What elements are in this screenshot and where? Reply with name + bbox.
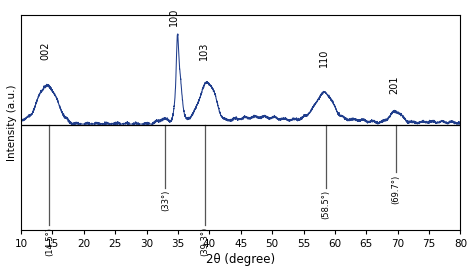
- Text: (69.7°): (69.7°): [392, 174, 401, 204]
- Text: 100: 100: [169, 7, 179, 26]
- Text: 201: 201: [389, 75, 399, 94]
- Text: (33°): (33°): [161, 190, 170, 211]
- Text: 002: 002: [40, 41, 50, 60]
- Text: 110: 110: [319, 49, 328, 67]
- Y-axis label: Intensity (a.u.): Intensity (a.u.): [7, 84, 17, 161]
- Text: 103: 103: [200, 42, 210, 60]
- Text: (39.3°): (39.3°): [201, 227, 210, 256]
- Text: (58.5°): (58.5°): [321, 190, 330, 219]
- Text: (14.5°): (14.5°): [45, 227, 54, 256]
- X-axis label: 2θ (degree): 2θ (degree): [206, 253, 275, 266]
